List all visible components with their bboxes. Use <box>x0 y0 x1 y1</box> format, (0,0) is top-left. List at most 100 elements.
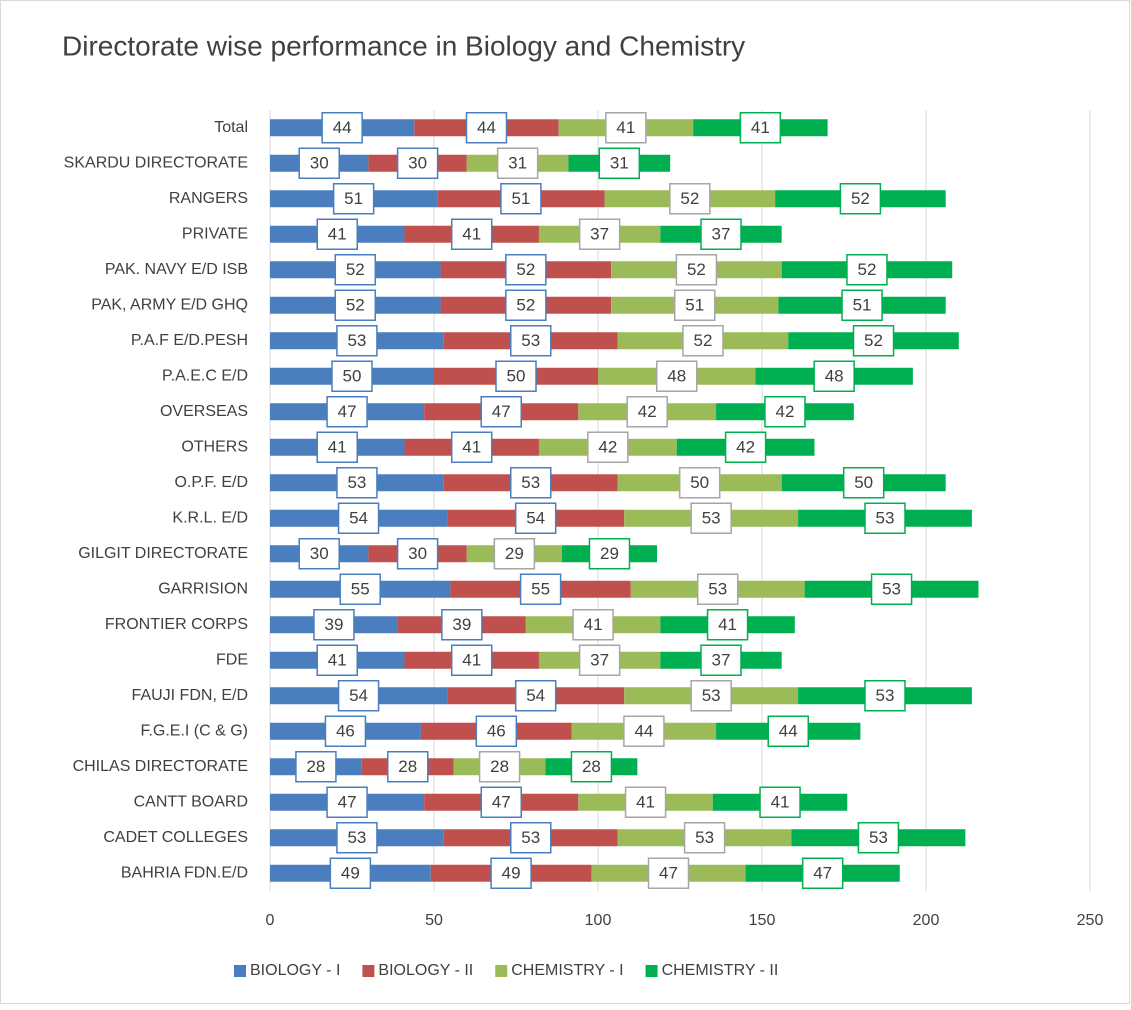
data-label-box <box>316 644 358 676</box>
x-tick-label: 50 <box>425 912 443 929</box>
data-label-box <box>478 751 521 783</box>
data-label: 46 <box>336 722 355 741</box>
data-label-box <box>334 254 377 286</box>
data-label-box <box>578 644 621 676</box>
data-label: 51 <box>685 296 704 315</box>
data-label-box <box>387 751 429 783</box>
data-label-box <box>337 502 380 534</box>
data-label-box <box>813 360 855 392</box>
data-label-box <box>326 396 368 428</box>
data-label: 52 <box>346 296 365 315</box>
data-label-box <box>505 254 547 286</box>
data-label: 54 <box>526 509 545 528</box>
data-label: 53 <box>521 331 540 350</box>
data-label: 52 <box>680 189 699 208</box>
data-label-box <box>510 467 552 499</box>
data-label-box <box>324 715 367 747</box>
data-label-box <box>852 325 895 357</box>
data-label: 30 <box>310 154 329 173</box>
data-label: 41 <box>462 225 481 244</box>
data-label: 53 <box>521 473 540 492</box>
data-label: 53 <box>882 580 901 599</box>
data-label-box <box>510 325 552 357</box>
data-label: 37 <box>590 651 609 670</box>
data-label: 53 <box>347 473 366 492</box>
data-label-box <box>801 857 844 889</box>
data-label-box <box>598 147 641 179</box>
data-label: 41 <box>328 225 347 244</box>
data-label-box <box>675 254 718 286</box>
legend-label: CHEMISTRY - II <box>662 962 779 979</box>
data-label: 53 <box>347 828 366 847</box>
data-label-box <box>864 680 906 712</box>
data-label-box <box>842 467 885 499</box>
data-label: 52 <box>516 260 535 279</box>
data-label-box <box>690 680 732 712</box>
y-tick-label: Total <box>214 119 248 136</box>
x-tick-label: 100 <box>585 912 612 929</box>
data-label: 47 <box>338 793 357 812</box>
data-label: 54 <box>526 686 545 705</box>
data-label: 50 <box>854 473 873 492</box>
data-label: 53 <box>708 580 727 599</box>
data-label: 41 <box>462 651 481 670</box>
y-tick-label: PAK. NAVY E/D ISB <box>105 261 248 278</box>
data-label-box <box>496 147 539 179</box>
data-label-box <box>655 360 698 392</box>
data-label: 47 <box>813 864 832 883</box>
data-label: 28 <box>490 757 509 776</box>
y-tick-label: GARRISION <box>158 580 248 597</box>
data-label-box <box>295 751 337 783</box>
data-label: 52 <box>857 260 876 279</box>
data-label: 28 <box>582 757 601 776</box>
data-label-box <box>396 538 439 570</box>
data-label-box <box>316 218 358 250</box>
data-label: 39 <box>452 615 471 634</box>
data-label: 42 <box>775 402 794 421</box>
data-label: 53 <box>876 509 895 528</box>
legend-swatch <box>362 965 375 977</box>
data-label-box <box>767 715 809 747</box>
data-label: 31 <box>610 154 629 173</box>
data-label-box <box>510 822 552 854</box>
data-label-box <box>700 644 742 676</box>
data-label-box <box>570 751 613 783</box>
data-label-box <box>480 396 522 428</box>
y-tick-label: O.P.F. E/D <box>174 474 248 491</box>
data-label-box <box>514 502 557 534</box>
y-tick-label: SKARDU DIRECTORATE <box>64 154 248 171</box>
data-label-box <box>696 573 739 605</box>
x-tick-label: 0 <box>266 912 275 929</box>
data-label: 47 <box>338 402 357 421</box>
data-label: 44 <box>477 118 496 137</box>
data-label: 41 <box>328 438 347 457</box>
data-label-box <box>331 360 373 392</box>
data-label-box <box>678 467 721 499</box>
data-label: 41 <box>616 118 635 137</box>
data-label: 37 <box>712 225 731 244</box>
data-label-box <box>332 183 375 215</box>
data-label-box <box>839 183 882 215</box>
data-label: 28 <box>398 757 417 776</box>
data-label-box <box>450 218 493 250</box>
y-tick-label: P.A.F E/D.PESH <box>131 332 248 349</box>
data-label-box <box>336 822 378 854</box>
data-label: 49 <box>341 864 360 883</box>
data-label: 30 <box>408 544 427 563</box>
y-tick-label: OTHERS <box>181 438 248 455</box>
data-label-box <box>337 680 380 712</box>
data-label: 29 <box>600 544 619 563</box>
legend-swatch <box>234 965 246 977</box>
data-label: 48 <box>825 367 844 386</box>
data-label: 42 <box>638 402 657 421</box>
data-label: 41 <box>771 793 790 812</box>
data-label: 47 <box>659 864 678 883</box>
data-label: 42 <box>736 438 755 457</box>
data-label-box <box>572 609 614 641</box>
data-label-box <box>298 538 340 570</box>
data-label-box <box>647 857 690 889</box>
data-label: 52 <box>851 189 870 208</box>
data-label-box <box>396 147 439 179</box>
